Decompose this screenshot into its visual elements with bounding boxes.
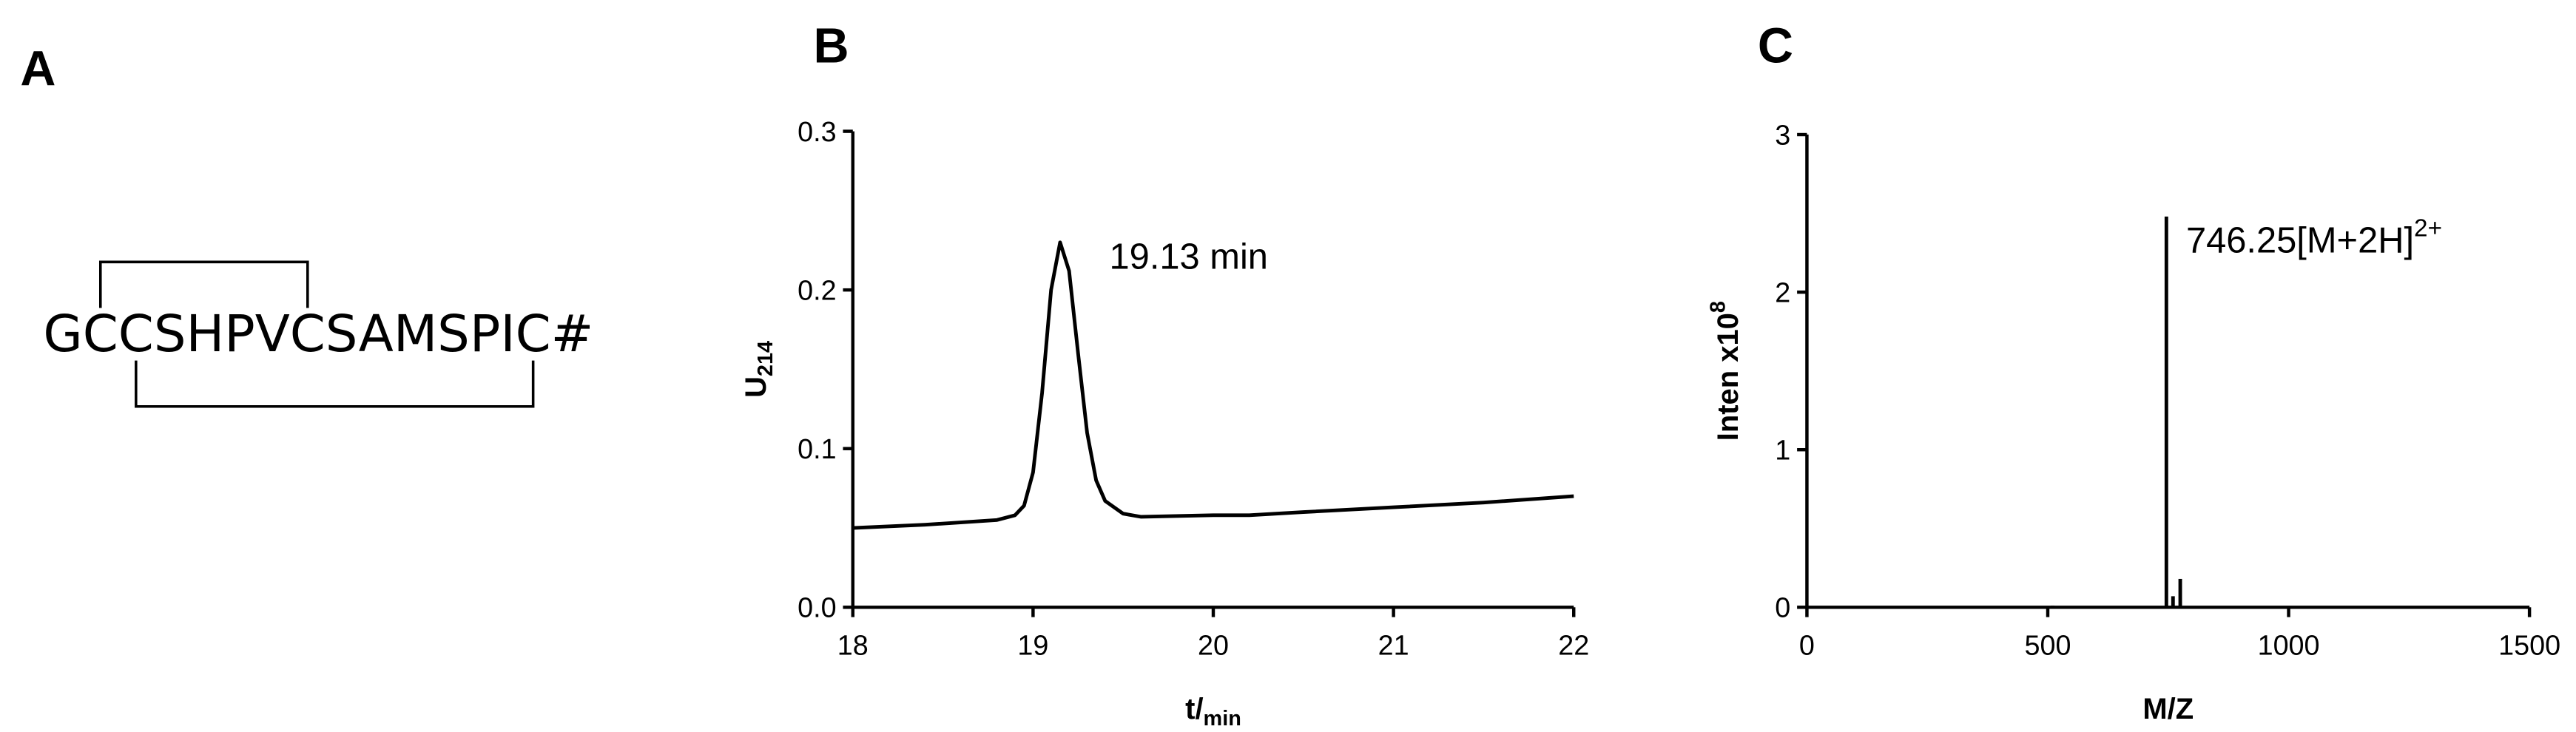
y-tick-label: 1 [1775, 435, 1790, 466]
x-tick-label: 19 [1017, 630, 1048, 661]
y-tick-label: 0.0 [798, 592, 836, 623]
x-axis-label-sub: min [1204, 707, 1241, 731]
x-tick-label: 18 [837, 630, 869, 661]
y-axis-label: Inten x108 [1706, 301, 1744, 441]
x-tick-label: 500 [2025, 630, 2071, 661]
x-axis-label: t/min [1185, 693, 1241, 731]
chromatogram-line [852, 240, 1574, 530]
annotation-sup: 2+ [2414, 214, 2442, 242]
y-axis-label: U214 [740, 341, 778, 398]
x-tick-label: 20 [1198, 630, 1229, 661]
disulfide-bond [98, 260, 309, 308]
y-tick-label: 2 [1775, 277, 1790, 308]
y-tick-label: 0.2 [798, 274, 836, 305]
y-axis-label-text: Inten x10 [1712, 313, 1744, 441]
y-axis-label-sub: 214 [754, 341, 778, 376]
x-tick-label: 1500 [2498, 630, 2560, 661]
x-axis-label-text: M/Z [2142, 693, 2194, 725]
x-axis-label-text: t/ [1185, 693, 1203, 725]
x-tick-label: 0 [1799, 630, 1815, 661]
peptide-sequence: GCCSHPVCSAMSPIC# [43, 305, 593, 364]
annotation: 746.25[M+2H]2+ [2186, 214, 2442, 260]
y-tick-label: 0.1 [798, 433, 836, 464]
x-tick-label: 22 [1558, 630, 1589, 661]
annotation: 19.13 min [1110, 237, 1268, 277]
y-tick-label: 0.3 [798, 116, 836, 147]
y-axis-label-text: U [740, 376, 772, 398]
x-axis-label: M/Z [2142, 693, 2194, 725]
panel-label: C [1758, 18, 1793, 73]
disulfide-bond [135, 360, 535, 408]
y-tick-label: 3 [1775, 119, 1790, 150]
panel-label: A [20, 41, 55, 96]
y-tick-label: 0 [1775, 592, 1790, 623]
y-axis-label-sup: 8 [1706, 301, 1730, 313]
panel-label: B [813, 18, 849, 73]
x-tick-label: 21 [1378, 630, 1409, 661]
x-tick-label: 1000 [2258, 630, 2320, 661]
annotation-text: 746.25[M+2H] [2186, 221, 2414, 261]
